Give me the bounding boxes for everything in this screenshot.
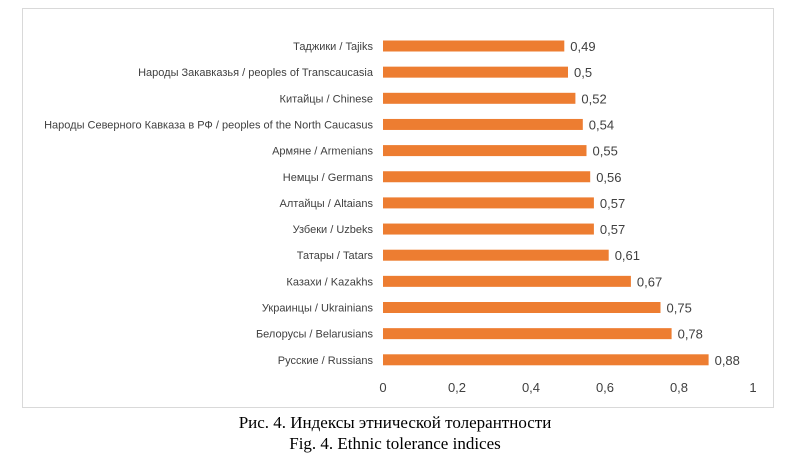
bars-group (383, 40, 709, 366)
x-axis-tick-labels: 0 0,2 0,4 0,6 0,8 1 (379, 380, 756, 395)
bar (383, 249, 609, 261)
category-label: Таджики / Tajiks (293, 41, 373, 53)
figure-caption-ru: Рис. 4. Индексы этнической толерантности (238, 413, 552, 432)
bar (383, 223, 594, 235)
category-label: Немцы / Germans (283, 172, 374, 184)
value-label: 0,78 (678, 327, 703, 342)
category-label: Народы Северного Кавказа в РФ / peoples … (44, 119, 373, 131)
value-label: 0,67 (637, 274, 662, 289)
x-tick-label: 1 (749, 380, 756, 395)
x-tick-label: 0,4 (522, 380, 540, 395)
bar (383, 118, 583, 130)
category-label: Алтайцы / Altaians (280, 198, 374, 210)
category-label: Народы Закавказья / peoples of Transcauc… (138, 67, 374, 79)
value-label: 0,55 (593, 144, 618, 159)
value-label: 0,49 (570, 39, 595, 54)
value-label: 0,57 (600, 222, 625, 237)
value-label: 0,52 (581, 91, 606, 106)
value-labels-group: 0,49 0,5 0,52 0,54 0,55 0,56 0,57 0,57 0,61 0,67 0… (570, 39, 740, 368)
bar (383, 197, 594, 209)
x-tick-label: 0,8 (670, 380, 688, 395)
bar (383, 328, 672, 340)
value-label: 0,75 (667, 301, 692, 316)
bar (383, 171, 591, 183)
category-label: Белорусы / Belarusians (256, 329, 374, 341)
ethnic-tolerance-bar-chart: Таджики / Tajiks Народы Закавказья / peop… (44, 39, 757, 395)
bar (383, 145, 587, 157)
category-label: Татары / Tatars (297, 250, 374, 262)
value-label: 0,5 (574, 65, 592, 80)
category-label: Узбеки / Uzbeks (293, 224, 374, 236)
category-label: Армяне / Armenians (272, 146, 373, 158)
bar (383, 92, 576, 104)
x-tick-label: 0,2 (448, 380, 466, 395)
value-label: 0,88 (715, 353, 740, 368)
category-labels-group: Таджики / Tajiks Народы Закавказья / peop… (44, 41, 374, 367)
bar (383, 40, 565, 52)
value-label: 0,57 (600, 196, 625, 211)
bar (383, 275, 631, 287)
value-label: 0,56 (596, 170, 621, 185)
bar (383, 66, 568, 78)
value-label: 0,61 (615, 248, 640, 263)
bar (383, 302, 661, 313)
x-tick-label: 0 (379, 380, 386, 395)
category-label: Русские / Russians (278, 355, 374, 367)
figure-caption-en: Fig. 4. Ethnic tolerance indices (289, 434, 501, 453)
x-tick-label: 0,6 (596, 380, 614, 395)
value-label: 0,54 (589, 117, 614, 132)
bar (383, 354, 709, 366)
category-label: Китайцы / Chinese (280, 93, 373, 105)
category-label: Украинцы / Ukrainians (262, 303, 374, 315)
category-label: Казахи / Kazakhs (286, 276, 373, 288)
